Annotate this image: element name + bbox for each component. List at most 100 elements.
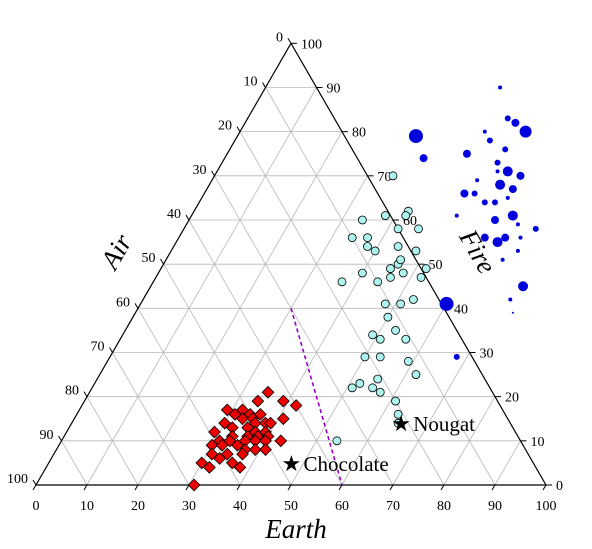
earth-tick-mark	[134, 484, 139, 491]
point-blue	[504, 115, 511, 122]
triangle-frame	[32, 38, 552, 491]
earth-tick-mark	[185, 484, 190, 491]
air-tick-label: 0	[276, 30, 283, 45]
point-red	[264, 416, 277, 430]
gridline-air	[61, 440, 88, 486]
point-blue	[439, 296, 454, 311]
point-red	[215, 438, 229, 452]
point-blue	[486, 137, 493, 144]
air-tick-mark	[287, 38, 292, 44]
point-cyan	[393, 418, 403, 428]
earth-tick-label: 70	[386, 499, 400, 514]
point-blue	[500, 257, 505, 262]
air-tick-mark	[262, 82, 266, 88]
point-red	[251, 394, 265, 408]
point-red	[274, 434, 288, 448]
earth-tick-label: 100	[536, 499, 557, 514]
point-blue	[501, 233, 510, 242]
point-blue	[480, 233, 489, 242]
earth-tick-mark	[83, 484, 88, 491]
data-points	[187, 85, 539, 492]
air-tick-label: 90	[40, 428, 54, 443]
point-red	[233, 460, 247, 474]
point-blue	[482, 129, 487, 134]
point-red	[213, 452, 226, 465]
point-blue	[515, 222, 520, 227]
point-cyan	[347, 383, 357, 393]
point-cyan	[414, 224, 423, 234]
point-cyan	[416, 273, 426, 282]
point-cyan	[355, 379, 365, 388]
gridline-earth	[392, 352, 470, 486]
fire-tick-label: 50	[429, 258, 443, 273]
earth-tick-mark	[32, 484, 37, 491]
point-red	[231, 438, 244, 452]
point-blue	[491, 215, 499, 224]
point-blue	[519, 125, 532, 138]
gridline-air	[239, 131, 445, 486]
point-blue	[508, 185, 517, 194]
point-blue	[462, 149, 471, 158]
point-cyan	[380, 299, 390, 309]
point-red	[205, 447, 219, 461]
point-red	[261, 385, 275, 399]
air-tick-mark	[211, 170, 215, 177]
point-cyan	[408, 295, 418, 304]
point-cyan	[411, 246, 421, 256]
fire-tick-label: 30	[480, 346, 494, 361]
point-blue	[505, 195, 510, 200]
point-cyan	[363, 242, 372, 251]
point-blue	[454, 213, 459, 218]
point-cyan	[401, 211, 411, 220]
point-cyan	[383, 312, 393, 322]
air-tick-label: 70	[91, 339, 105, 354]
gridline-air	[86, 396, 139, 486]
point-red	[276, 394, 290, 408]
point-blue	[492, 199, 498, 206]
point-blue	[460, 189, 469, 198]
point-cyan	[401, 334, 411, 344]
point-blue	[498, 85, 503, 90]
point-red	[187, 478, 201, 492]
fire-tick-label: 90	[327, 81, 341, 96]
point-cyan	[391, 326, 400, 335]
point-blue	[502, 146, 509, 153]
point-cyan	[386, 264, 395, 273]
air-tick-label: 80	[65, 384, 79, 399]
point-blue	[475, 178, 480, 183]
earth-tick-mark	[287, 484, 292, 491]
point-cyan	[421, 264, 431, 273]
earth-axis-title: Earth	[264, 514, 327, 544]
annotation-star: ★	[391, 412, 411, 437]
point-cyan	[403, 356, 413, 366]
point-cyan	[357, 268, 367, 278]
point-blue	[511, 311, 514, 314]
annotations: ★ Nougat★ Chocolate	[282, 412, 476, 477]
earth-tick-label: 0	[33, 499, 40, 514]
gridline-air	[265, 87, 496, 486]
point-red	[236, 412, 249, 426]
earth-tick-label: 30	[182, 499, 196, 514]
point-cyan	[363, 233, 372, 243]
point-blue	[471, 190, 478, 197]
earth-tick-mark	[491, 484, 496, 491]
air-tick-mark	[58, 435, 62, 442]
point-cyan	[368, 383, 378, 393]
point-blue	[532, 225, 539, 232]
fire-tick-label: 0	[556, 479, 563, 494]
point-cyan	[380, 211, 390, 220]
point-blue	[516, 171, 525, 180]
point-red	[248, 443, 262, 457]
point-red	[208, 425, 221, 439]
point-blue	[495, 169, 500, 174]
point-blue	[508, 297, 513, 302]
earth-tick-mark	[440, 484, 445, 491]
air-tick-label: 10	[244, 74, 258, 89]
air-tick-mark	[160, 258, 164, 265]
point-cyan	[393, 224, 403, 234]
point-cyan	[398, 268, 408, 278]
air-axis-title: Air	[94, 229, 138, 276]
point-blue	[511, 118, 520, 127]
fire-tick-label: 20	[505, 391, 519, 406]
